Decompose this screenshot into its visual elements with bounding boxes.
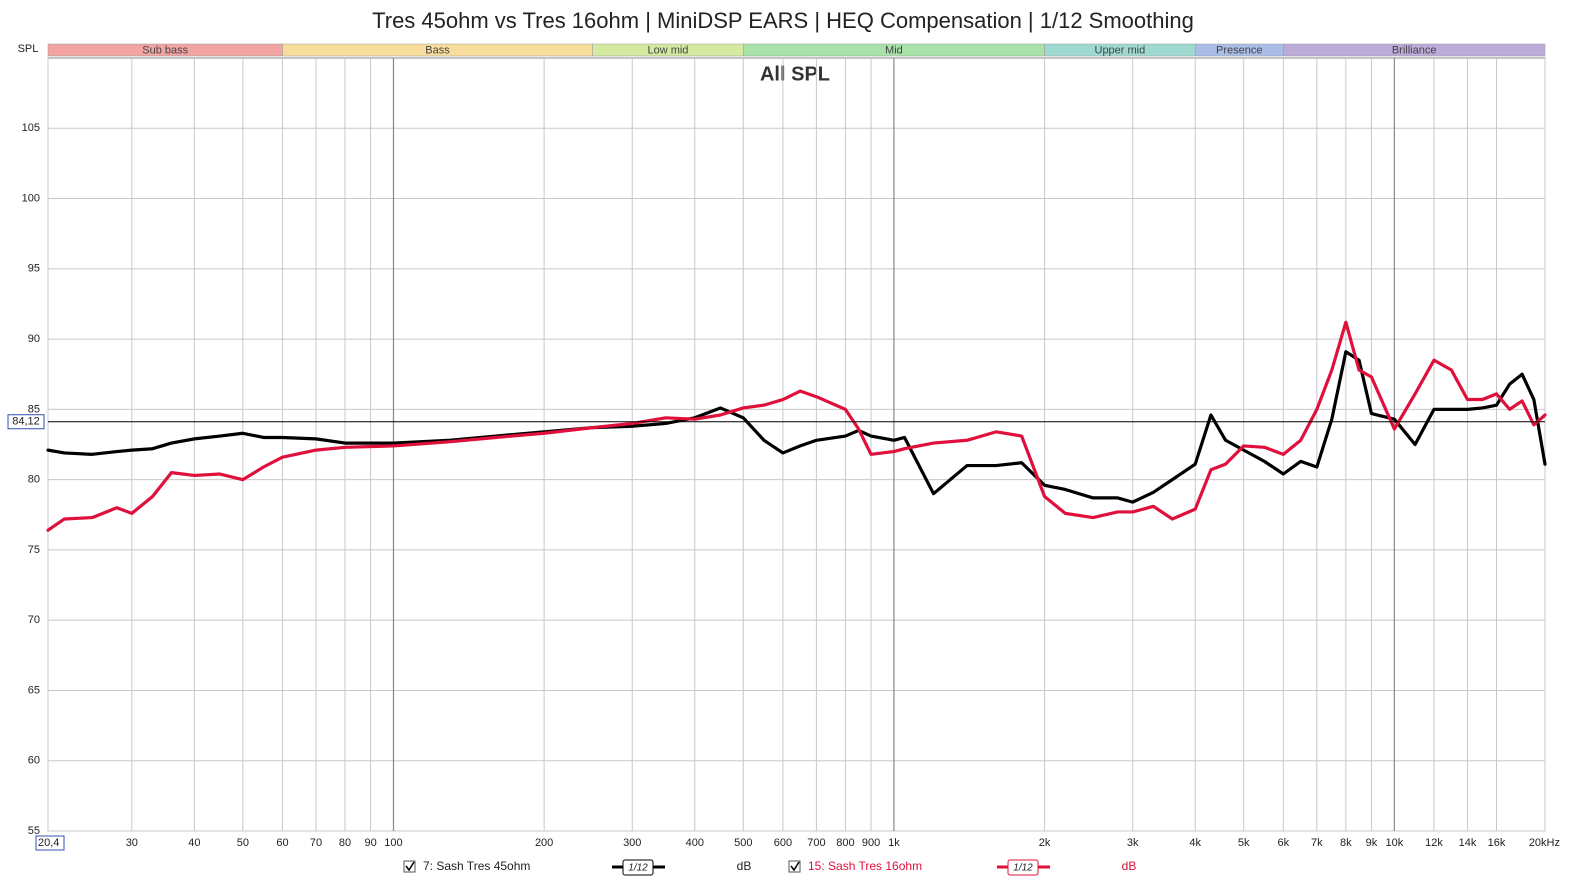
plot-area [47,57,1546,832]
series-line [46,320,1547,532]
x-tick-label: 16k [1488,837,1506,849]
y-tick-label: 85 [28,403,40,415]
x-tick-label: 9k [1366,837,1378,849]
x-tick-label: 400 [686,837,704,849]
x-tick-box [35,835,65,851]
x-tick-label: 90 [364,837,376,849]
x-tick-label: 20,4 [38,837,59,849]
legend-smoothing: 1/12 [1013,863,1033,874]
x-tick-label: 900 [862,837,880,849]
x-tick-label: 1k [888,837,900,849]
y-tick-label: 100 [22,192,40,204]
x-tick-label: 12k [1425,837,1443,849]
x-tick-label: 70 [310,837,322,849]
y-tick-label: 80 [28,474,40,486]
legend-checkbox[interactable] [403,860,416,873]
y-tick-label: 65 [28,684,40,696]
y-tick-label: 55 [28,825,40,837]
band-label: Brilliance [1392,44,1437,56]
x-tick-label: 100 [384,837,402,849]
cursor-box [7,414,45,430]
x-tick-label: 50 [237,837,249,849]
y-tick-label: 60 [28,755,40,767]
x-tick-label: 7k [1311,837,1323,849]
legend-check [790,861,800,872]
y-axis-label: SPL [18,43,39,55]
y-tick-label: 95 [28,263,40,275]
x-tick-label: 3k [1127,837,1139,849]
y-tick-label: 70 [28,614,40,626]
band-label: Bass [425,44,450,56]
band-label: Low mid [647,44,688,56]
legend-label: 7: Sash Tres 45ohm [423,859,530,873]
legend-smoothing: 1/12 [628,863,648,874]
chart-title: Tres 45ohm vs Tres 16ohm | MiniDSP EARS … [372,8,1194,33]
band-label: Mid [885,44,903,56]
series-line [46,350,1547,504]
legend-smoothing-box [622,859,654,876]
x-tick-label: 40 [188,837,200,849]
x-tick-label: 300 [623,837,641,849]
x-tick-label: 4k [1189,837,1201,849]
y-tick-label: 90 [28,333,40,345]
y-tick-label: 75 [28,544,40,556]
legend-unit: dB [737,859,752,873]
x-tick-label: 20kHz [1529,837,1560,849]
y-tick-label: 105 [22,122,40,134]
x-tick-label: 700 [807,837,825,849]
band [1283,43,1546,57]
legend-label: 15: Sash Tres 16ohm [808,859,922,873]
legend-check [405,861,415,872]
x-tick-label: 200 [535,837,553,849]
legend-checkbox[interactable] [788,860,801,873]
x-tick-label: 600 [774,837,792,849]
x-tick-label: 80 [339,837,351,849]
band-label: Upper mid [1095,44,1146,56]
legend-smoothing-box [1007,859,1039,876]
x-tick-label: 10k [1385,837,1403,849]
band-label: Sub bass [142,44,188,56]
x-tick-label: 8k [1340,837,1352,849]
band-label: Presence [1216,44,1262,56]
x-tick-label: 2k [1039,837,1051,849]
annotation: All SPL [760,63,830,85]
x-tick-label: 6k [1278,837,1290,849]
x-tick-label: 30 [126,837,138,849]
x-tick-label: 14k [1459,837,1477,849]
x-tick-label: 5k [1238,837,1250,849]
cursor-label: 84,12 [12,416,40,428]
x-tick-label: 500 [734,837,752,849]
x-tick-label: 800 [836,837,854,849]
x-tick-label: 60 [276,837,288,849]
legend-unit: dB [1122,859,1137,873]
